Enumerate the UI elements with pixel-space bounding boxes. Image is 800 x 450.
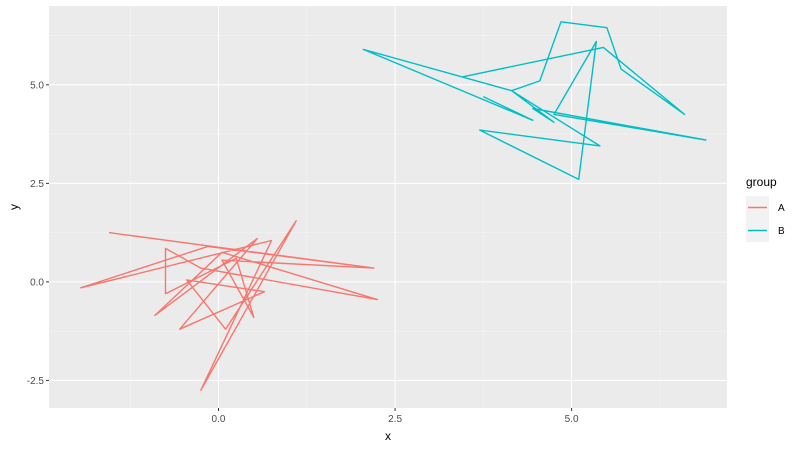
x-tick-label: 2.5 [388,414,402,425]
legend-label: B [778,226,785,237]
series-layer [80,21,707,391]
legend: group A B [746,175,785,242]
y-axis: -2.5 0.0 2.5 5.0 [27,80,49,387]
minor-gridlines [49,6,727,408]
y-axis-title: y [7,204,21,210]
y-tick-label: 5.0 [30,80,44,91]
major-gridlines [49,6,727,408]
plot-panel [49,6,727,408]
y-tick-label: 0.0 [30,277,44,288]
y-tick-label: 2.5 [30,179,44,190]
series-line-a [80,220,379,391]
legend-label: A [778,203,785,214]
x-tick-label: 0.0 [212,414,226,425]
y-tick-label: -2.5 [27,376,45,387]
legend-title: group [746,175,777,189]
x-tick-label: 5.0 [565,414,579,425]
x-axis: 0.0 2.5 5.0 [212,408,579,425]
x-axis-title: x [385,429,391,443]
series-line-b [362,21,707,181]
